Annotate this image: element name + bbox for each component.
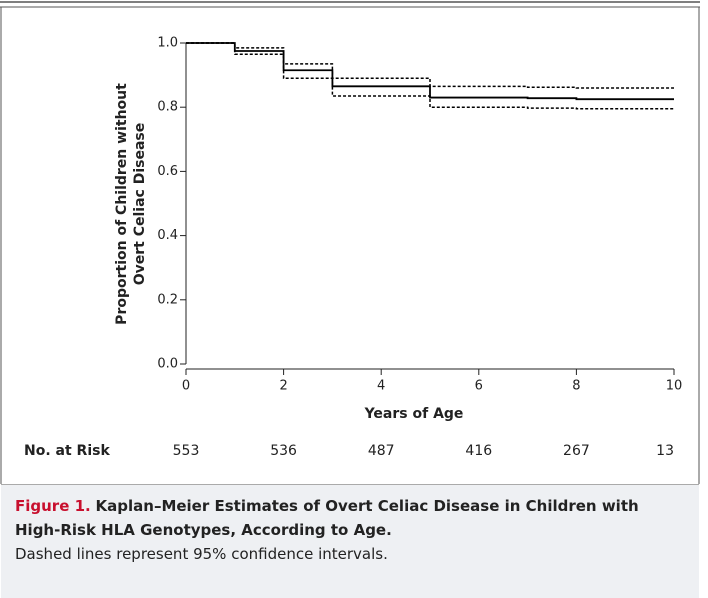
x-tick-label: 4	[377, 379, 385, 394]
figure-label: Figure 1.	[15, 497, 91, 515]
x-tick-label: 8	[572, 379, 580, 394]
caption: Figure 1. Kaplan–Meier Estimates of Over…	[1, 484, 699, 598]
ci-line	[186, 42, 674, 110]
caption-title: Kaplan–Meier Estimates of Overt Celiac D…	[15, 497, 639, 539]
at-risk-value: 13	[656, 443, 674, 459]
at-risk-value: 553	[173, 443, 200, 459]
survival-line	[186, 42, 674, 101]
at-risk-value: 487	[368, 443, 395, 459]
x-tick-label: 2	[279, 379, 287, 394]
y-axis-label: Proportion of Children without Overt Cel…	[114, 83, 148, 325]
y-tick-label: 0.2	[157, 292, 178, 307]
x-tick-label: 10	[666, 379, 683, 394]
at-risk-value: 536	[270, 443, 297, 459]
y-tick-label: 0.0	[157, 357, 178, 372]
y-axis-label-line: Overt Celiac Disease	[132, 123, 148, 286]
at-risk-value: 267	[563, 443, 590, 459]
chart: Years of Age Proportion of Children with…	[0, 1, 700, 484]
x-axis-label: Years of Age	[364, 406, 464, 422]
x-tick-label: 0	[182, 379, 190, 394]
caption-note: Dashed lines represent 95% confidence in…	[15, 545, 388, 563]
y-tick-label: 0.4	[157, 228, 178, 243]
x-tick-label: 6	[475, 379, 483, 394]
at-risk-label: No. at Risk	[24, 443, 110, 459]
y-axis-label-line: Proportion of Children without	[114, 83, 130, 325]
y-tick-label: 0.6	[157, 164, 178, 179]
y-tick-label: 0.8	[157, 100, 178, 115]
ci-line	[186, 42, 674, 89]
y-tick-label: 1.0	[157, 36, 178, 51]
at-risk-value: 416	[465, 443, 492, 459]
